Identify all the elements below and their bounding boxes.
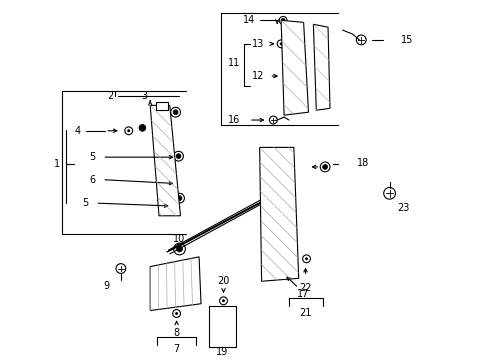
Circle shape [176,154,181,159]
Text: 6: 6 [89,175,96,185]
Circle shape [305,257,307,260]
Text: 4: 4 [75,126,81,136]
Text: 17: 17 [297,289,309,299]
Text: 8: 8 [173,328,179,338]
Text: 13: 13 [251,39,264,49]
Polygon shape [150,257,201,311]
Polygon shape [166,198,269,252]
Circle shape [279,42,282,45]
Circle shape [177,196,182,201]
Text: 10: 10 [173,234,185,244]
Text: 19: 19 [216,347,228,357]
Circle shape [281,18,285,22]
Polygon shape [150,105,180,216]
Text: 15: 15 [401,35,413,45]
Circle shape [175,312,178,315]
Circle shape [222,299,224,302]
Bar [208,306,236,347]
Circle shape [322,165,327,169]
Text: 3: 3 [141,91,147,100]
Text: 22: 22 [299,283,311,293]
Text: 9: 9 [103,281,109,291]
Text: 12: 12 [251,71,264,81]
Bar [156,103,167,110]
Text: 2: 2 [107,91,113,100]
Circle shape [176,246,182,252]
Text: 14: 14 [243,15,255,25]
Text: 11: 11 [228,58,240,68]
Text: 1: 1 [54,159,61,169]
Text: 5: 5 [89,152,96,162]
Circle shape [139,125,145,131]
Text: 7: 7 [173,344,180,354]
Circle shape [173,110,178,114]
Text: 20: 20 [217,276,229,286]
Circle shape [127,129,130,132]
Polygon shape [281,21,308,115]
Text: 5: 5 [82,198,89,208]
Text: 23: 23 [396,203,408,213]
Text: 18: 18 [357,158,369,168]
Polygon shape [313,24,329,110]
Polygon shape [259,147,298,281]
Text: 16: 16 [228,115,240,125]
Text: 21: 21 [299,309,311,319]
